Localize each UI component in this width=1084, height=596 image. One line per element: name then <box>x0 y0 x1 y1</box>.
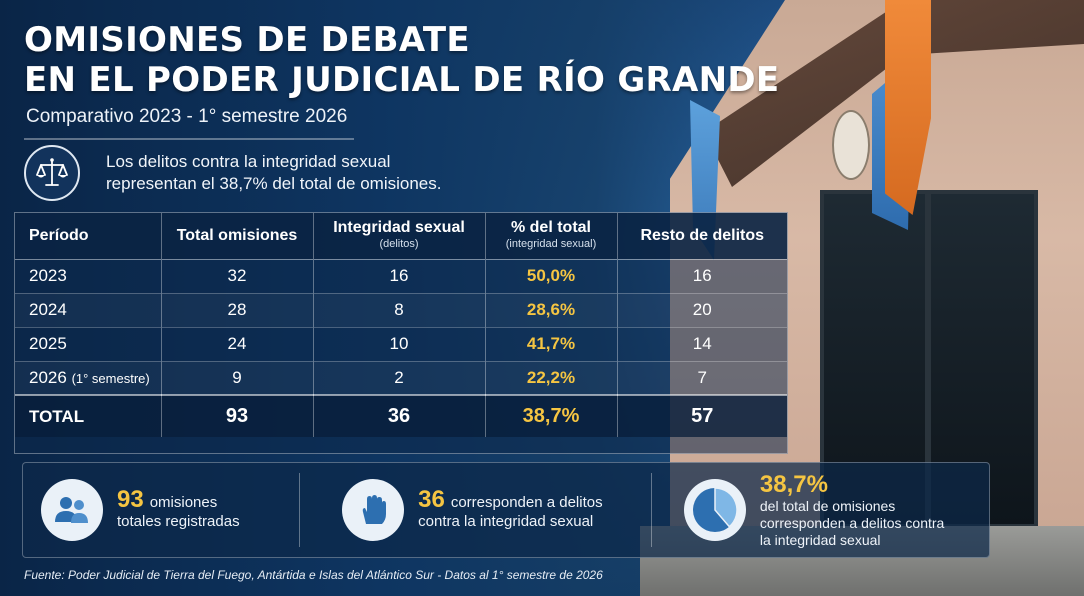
stat-3-text-b: corresponden a delitos contra <box>759 514 945 531</box>
header-pct-sub: (integridad sexual) <box>505 238 597 251</box>
cell-pct: 50,0% <box>485 259 618 293</box>
people-icon <box>41 479 103 541</box>
highlight-banner: Los delitos contra la integridad sexual … <box>24 144 584 202</box>
table-row: 2024 28 8 28,6% 20 <box>15 293 787 327</box>
cell-period: 2025 <box>15 327 162 361</box>
cell-sexual: 8 <box>313 293 486 327</box>
stat-3-number: 38,7% <box>759 470 828 498</box>
stats-divider <box>651 473 652 547</box>
title-divider <box>24 138 354 140</box>
stat-1-number: 93 <box>117 485 144 513</box>
wall-clock <box>832 110 870 180</box>
cell-pct: 41,7% <box>485 327 618 361</box>
stat-1-text-b: totales registradas <box>117 512 240 530</box>
header-period: Período <box>15 213 162 259</box>
stat-sexual-offenses: 36 corresponden a delitos contra la integ… <box>290 463 660 557</box>
header-sexual-label: Integridad sexual <box>333 219 465 237</box>
stat-3-text-a: del total de omisiones <box>759 497 896 514</box>
stats-divider <box>299 473 300 547</box>
period-year: 2025 <box>29 334 67 353</box>
subtitle: Comparativo 2023 - 1° semestre 2026 <box>26 106 348 127</box>
cell-rest: 7 <box>697 367 707 387</box>
cell-sexual: 2 <box>313 361 486 395</box>
header-rest: Resto de delitos <box>640 226 765 244</box>
highlight-line-2: representan el 38,7% del total de omisio… <box>106 174 442 193</box>
cell-rest: 20 <box>692 300 712 319</box>
cell-sexual: 10 <box>313 327 486 361</box>
cell-pct: 22,2% <box>485 361 618 395</box>
scales-of-justice-icon <box>24 145 80 201</box>
table-header-row: Período Total omisiones Integridad sexua… <box>15 213 787 259</box>
cell-period: 2024 <box>15 293 162 327</box>
title-line-1: OMISIONES DE DEBATE <box>24 20 470 60</box>
title-line-2: EN EL PODER JUDICIAL DE RÍO GRANDE <box>24 60 780 100</box>
cell-rest: 14 <box>692 334 712 353</box>
cell-period: 2023 <box>15 259 162 293</box>
cell-pct: 28,6% <box>485 293 618 327</box>
highlight-line-1: Los delitos contra la integridad sexual <box>106 152 391 171</box>
stat-1-text-a: omisiones <box>149 493 218 511</box>
total-pct: 38,7% <box>485 395 618 437</box>
cell-total: 32 <box>161 259 314 293</box>
header-sexual: Integridad sexual (delitos) <box>313 213 486 259</box>
raised-hand-icon <box>342 479 405 541</box>
stat-2-number: 36 <box>418 485 445 513</box>
pie-chart-icon <box>683 479 746 541</box>
total-sexual: 36 <box>313 395 486 437</box>
stats-panel: 93 omisiones totales registradas 36 corres… <box>22 462 990 558</box>
stat-3-text-c: la integridad sexual <box>759 531 881 548</box>
period-year: 2023 <box>29 266 67 285</box>
stat-1-text: 93 omisiones totales registradas <box>117 487 240 531</box>
table-row: 2026 (1° semestre) 9 2 22,2% 7 <box>15 361 787 395</box>
stat-3-text: 38,7% del total de omisiones corresponde… <box>759 470 945 549</box>
stat-percentage: 38,7% del total de omisiones corresponde… <box>660 463 989 557</box>
stat-2-text-b: contra la integridad sexual <box>418 512 594 530</box>
total-label: TOTAL <box>15 395 162 437</box>
header-pct: % del total (integridad sexual) <box>485 213 618 259</box>
table-row: 2023 32 16 50,0% 16 <box>15 259 787 293</box>
source-note: Fuente: Poder Judicial de Tierra del Fue… <box>24 568 603 582</box>
page-title: OMISIONES DE DEBATE EN EL PODER JUDICIAL… <box>24 20 779 100</box>
cell-total: 9 <box>161 361 314 395</box>
period-year: 2024 <box>29 300 67 319</box>
highlight-text: Los delitos contra la integridad sexual … <box>106 151 441 195</box>
total-rest: 57 <box>691 405 714 427</box>
header-pct-label: % del total <box>510 219 591 237</box>
cell-rest: 16 <box>692 266 712 285</box>
header-total: Total omisiones <box>161 213 314 259</box>
period-year: 2026 <box>29 367 67 387</box>
omissions-table: Período Total omisiones Integridad sexua… <box>14 212 788 454</box>
table-row: 2025 24 10 41,7% 14 <box>15 327 787 361</box>
total-total: 93 <box>161 395 314 437</box>
cell-sexual: 16 <box>313 259 486 293</box>
cell-total: 24 <box>161 327 314 361</box>
period-note: (1° semestre) <box>71 370 150 386</box>
cell-period: 2026 (1° semestre) <box>15 361 162 395</box>
table-total-row: TOTAL 93 36 38,7% 57 <box>15 395 787 437</box>
stat-2-text: 36 corresponden a delitos contra la integ… <box>418 487 603 531</box>
pie-sexual-slice <box>714 487 738 528</box>
cell-total: 28 <box>161 293 314 327</box>
stat-2-text-a: corresponden a delitos <box>450 493 603 511</box>
header-sexual-sub: (delitos) <box>379 238 419 251</box>
stat-total-omissions: 93 omisiones totales registradas <box>23 463 290 557</box>
